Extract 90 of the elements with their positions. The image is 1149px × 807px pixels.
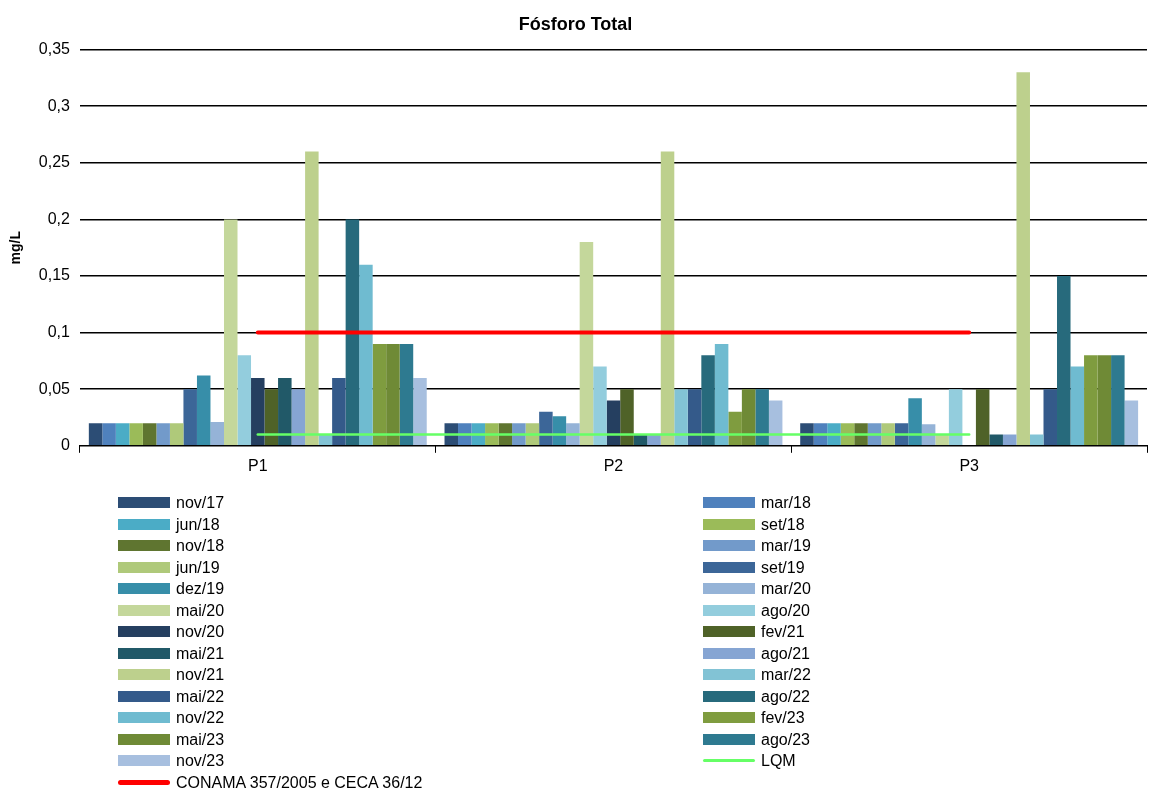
x-tick-label: P2 <box>603 456 624 474</box>
bar <box>142 423 157 446</box>
bar <box>359 264 373 446</box>
bar <box>1043 389 1058 446</box>
bar <box>1084 355 1098 446</box>
bar <box>345 219 360 446</box>
bar <box>210 422 224 446</box>
bar <box>948 389 963 446</box>
y-axis-title: mg/L <box>7 230 24 265</box>
legend-label: mar/22 <box>761 665 811 685</box>
bar <box>1057 276 1071 446</box>
bar <box>332 377 346 446</box>
bar <box>701 355 715 446</box>
bar <box>1111 355 1125 446</box>
bar <box>1070 366 1085 446</box>
bar <box>88 423 103 446</box>
legend-label: dez/19 <box>176 579 225 599</box>
bar <box>372 343 387 446</box>
bar <box>291 389 306 446</box>
legend-label: jun/19 <box>176 557 220 578</box>
legend-label: jun/18 <box>176 514 220 535</box>
bar <box>399 343 414 446</box>
bar <box>1029 434 1044 446</box>
legend-label: CONAMA 357/2005 e CECA 36/12 <box>176 772 423 793</box>
legend-label: nov/23 <box>176 751 225 771</box>
bar <box>1124 400 1139 446</box>
bar <box>674 389 688 446</box>
bar <box>183 389 197 446</box>
bar <box>196 375 211 446</box>
legend-label: set/19 <box>761 557 805 578</box>
bar <box>129 423 143 446</box>
bar <box>386 343 400 446</box>
y-tick-label: 0,1 <box>47 323 71 341</box>
legend-label: mar/20 <box>761 579 811 599</box>
legend-label: nov/20 <box>176 622 225 642</box>
y-tick-label: 0,35 <box>38 40 71 58</box>
bar <box>102 423 116 446</box>
bar <box>620 389 634 446</box>
x-tick-label: P1 <box>247 456 268 474</box>
chart-title: Fósforo Total <box>518 13 633 34</box>
legend-label: nov/18 <box>176 536 225 556</box>
legend-label: ago/20 <box>761 600 810 621</box>
bar <box>908 398 922 446</box>
legend-label: mar/19 <box>761 536 811 556</box>
legend-label: set/18 <box>761 514 805 535</box>
bar <box>305 151 319 446</box>
bar <box>687 389 702 446</box>
bar <box>741 389 756 446</box>
y-tick-label: 0,05 <box>38 379 71 397</box>
bar <box>413 377 427 446</box>
legend-label: mai/21 <box>176 643 225 664</box>
bar <box>593 366 607 446</box>
bar <box>156 423 170 446</box>
legend-label: mar/18 <box>761 493 811 513</box>
y-tick-label: 0,25 <box>38 153 71 171</box>
bar <box>579 242 594 446</box>
bar <box>728 411 742 446</box>
legend-label: nov/21 <box>176 665 225 685</box>
y-tick-label: 0,3 <box>47 96 71 114</box>
bar <box>169 423 184 446</box>
bar <box>755 389 769 446</box>
bar <box>539 411 553 446</box>
bar <box>278 377 292 446</box>
x-tick-label: P3 <box>959 456 980 474</box>
bar <box>264 389 279 446</box>
bar <box>237 355 252 446</box>
legend-label: fev/23 <box>761 708 805 728</box>
bar <box>1016 72 1030 446</box>
bar <box>251 377 265 446</box>
bar <box>975 389 990 446</box>
legend-label: mai/20 <box>176 600 225 621</box>
bar <box>1002 434 1017 446</box>
bar <box>714 343 729 446</box>
y-tick-label: 0,15 <box>38 266 71 284</box>
legend-label: ago/23 <box>761 729 810 750</box>
legend-label: ago/22 <box>761 686 810 707</box>
y-tick-label: 0 <box>61 436 71 454</box>
bar <box>1097 355 1112 446</box>
bar <box>660 151 675 446</box>
bar <box>223 219 238 446</box>
bar <box>989 434 1003 446</box>
legend-label: ago/21 <box>761 643 810 664</box>
legend-label: nov/22 <box>176 708 225 728</box>
legend-label: mai/23 <box>176 729 225 750</box>
legend-label: LQM <box>761 751 796 771</box>
bar <box>115 423 130 446</box>
y-tick-label: 0,2 <box>47 209 71 227</box>
legend-label: nov/17 <box>176 493 225 513</box>
legend-label: mai/22 <box>176 686 225 707</box>
legend-label: fev/21 <box>761 622 805 642</box>
